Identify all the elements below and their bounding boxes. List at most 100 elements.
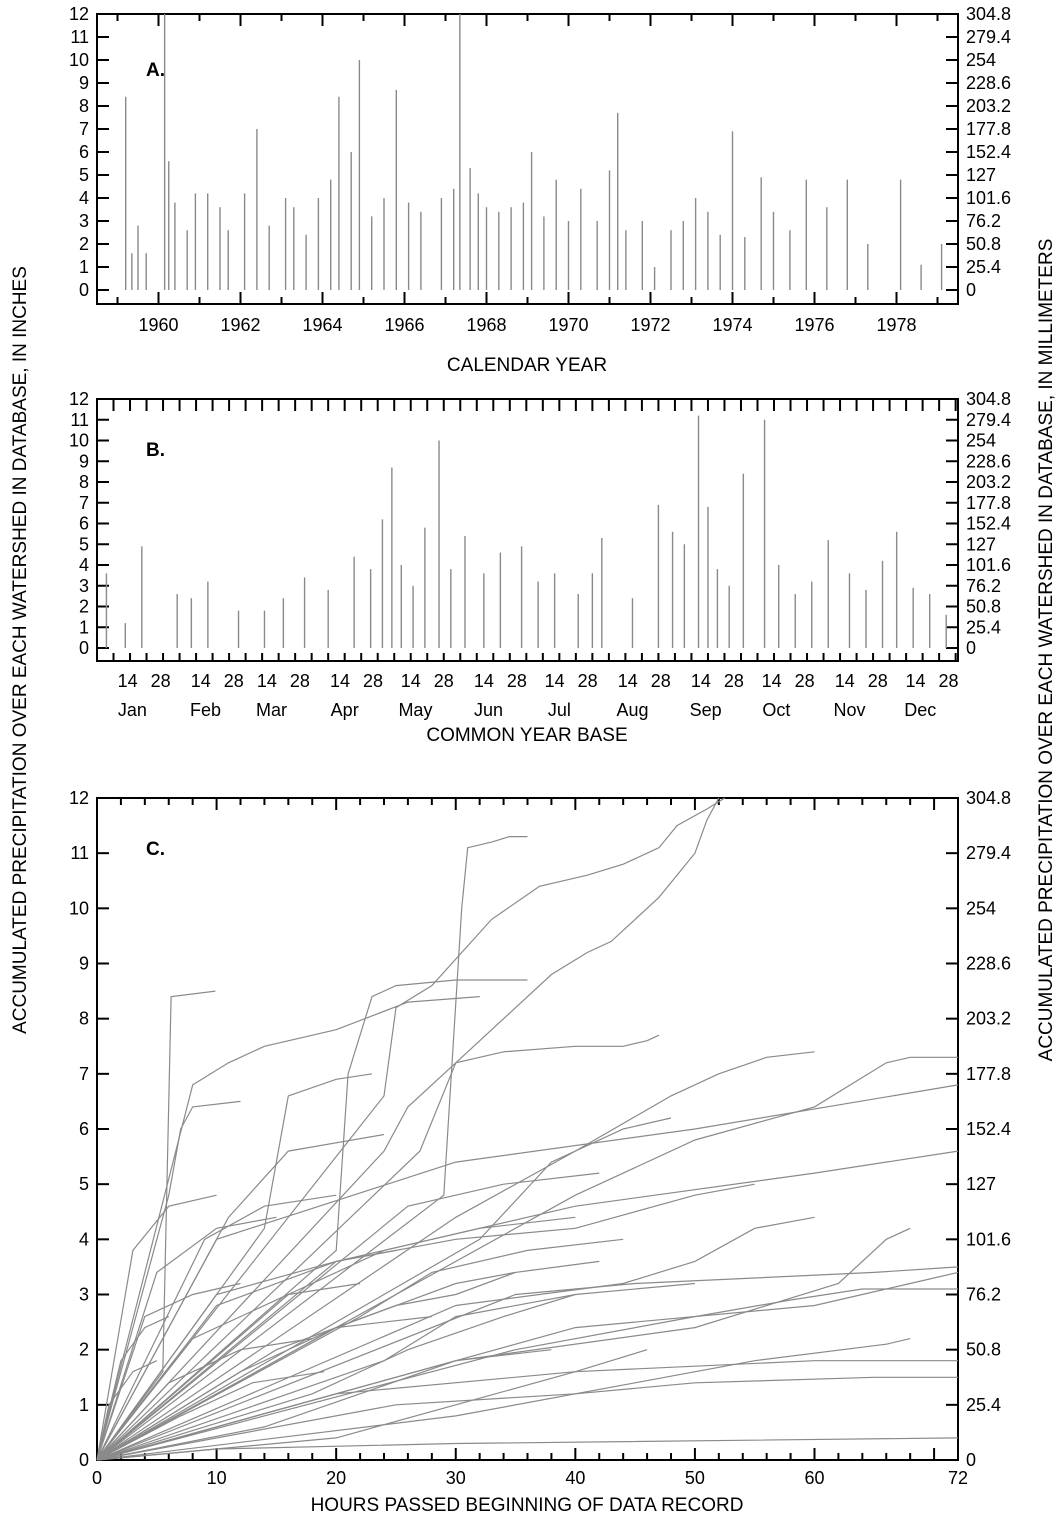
panel-c-series-line (96, 1349, 552, 1461)
panel-b-xtick-label: 28 (290, 671, 310, 691)
panel-c-series-line (96, 1371, 325, 1461)
panel-b-y2tick-label: 304.8 (966, 389, 1011, 409)
panel-c-xtick-label: 0 (92, 1468, 102, 1488)
panel-a-xtick-label: 1960 (138, 315, 178, 335)
panel-c-y2tick-label: 228.6 (966, 954, 1011, 974)
panel-b-xtick-label: 14 (762, 671, 782, 691)
panel-c-ytick-label: 6 (79, 1119, 89, 1139)
panel-b-ytick-label: 3 (79, 576, 89, 596)
panel-c-y2tick-label: 152.4 (966, 1119, 1011, 1139)
panel-c-ytick-label: 9 (79, 954, 89, 974)
panel-c-xlabel: HOURS PASSED BEGINNING OF DATA RECORD (311, 1495, 744, 1516)
panel-c-series-line (96, 1249, 397, 1461)
panel-b-ytick-label: 6 (79, 514, 89, 534)
panel-b-xtick-label: 28 (434, 671, 454, 691)
panel-b-y2tick-label: 254 (966, 431, 996, 451)
panel-a-ytick-label: 1 (79, 257, 89, 277)
panel-c-series-line (96, 1288, 958, 1461)
panel-c-series-line (96, 1216, 815, 1461)
panel-b-xlabel: COMMON YEAR BASE (426, 725, 627, 746)
panel-c-y2tick-label: 127 (966, 1174, 996, 1194)
panel-a-xtick-label: 1970 (548, 315, 588, 335)
panel-b-xtick-label: 14 (835, 671, 855, 691)
panel-b-y2tick-label: 25.4 (966, 617, 1001, 637)
panel-b-ytick-label: 5 (79, 534, 89, 554)
panel-a-ytick-label: 12 (69, 4, 89, 24)
panel-b-frame (96, 398, 959, 662)
panel-b-month-label: Apr (331, 700, 359, 720)
panel-c-ytick-label: 0 (79, 1450, 89, 1470)
panel-c-xtick-label: 10 (207, 1468, 227, 1488)
panel-b-ytick-label: 11 (70, 410, 89, 430)
panel-c-series-line (96, 1117, 672, 1461)
panel-a-ytick-label: 3 (79, 211, 89, 231)
panel-b-y2tick-label: 127 (966, 534, 996, 554)
panel-a-y2tick-label: 152.4 (966, 142, 1011, 162)
panel-c-y2tick-label: 279.4 (966, 843, 1011, 863)
panel-c-xtick-label: 20 (326, 1468, 346, 1488)
panel-a-ytick-label: 8 (79, 96, 89, 116)
panel-c-series-line (96, 836, 528, 1461)
panel-b-ytick-label: 4 (79, 555, 89, 575)
panel-c-series-line (96, 996, 480, 1461)
panel-c-ytick-label: 10 (69, 898, 89, 918)
panel-b-xtick-label: 28 (151, 671, 171, 691)
panel-a: A. CALENDAR YEAR 0 0 1 25.4 2 50.8 3 76.2 4 101.6… (69, 4, 1011, 376)
panel-c-series-line (96, 1271, 959, 1461)
panel-c-y2tick-label: 304.8 (966, 788, 1011, 808)
panel-c-series-line (96, 1360, 158, 1461)
panel-c-series-line (96, 1051, 815, 1461)
panel-c-series-line (96, 1360, 958, 1461)
panel-b-xtick-label: 28 (868, 671, 888, 691)
panel-a-y2tick-label: 228.6 (966, 73, 1011, 93)
panel-b-month-label: Aug (616, 700, 648, 720)
right-axis-label: ACCUMULATED PRECIPITATION OVER EACH WATE… (1036, 239, 1057, 1062)
panel-b-month-label: Sep (690, 700, 722, 720)
panel-c-xtick-label: 50 (685, 1468, 705, 1488)
panel-c-series-line (96, 1100, 241, 1461)
panel-b-month-label: May (398, 700, 432, 720)
panel-b-month-label: Oct (762, 700, 790, 720)
panel-b-ytick-label: 2 (79, 597, 89, 617)
panel-b-xtick-label: 28 (939, 671, 959, 691)
panel-c-ytick-label: 7 (79, 1064, 89, 1084)
panel-c-series-line (96, 1172, 600, 1461)
panel-b-y2tick-label: 0 (966, 638, 976, 658)
panel-c-series-line (96, 979, 528, 1461)
panel-c-series-line (96, 1260, 600, 1461)
panel-b-xtick-label: 14 (257, 671, 277, 691)
panel-b-month-label: Nov (833, 700, 865, 720)
panel-b-ytick-label: 7 (79, 493, 89, 513)
panel-c-ytick-label: 2 (79, 1340, 89, 1360)
panel-b-ytick-label: 9 (79, 451, 89, 471)
panel-b-y2tick-label: 203.2 (966, 472, 1011, 492)
panel-a-ytick-label: 11 (70, 27, 89, 47)
panel-b-y2tick-label: 177.8 (966, 493, 1011, 513)
panel-c-series-line (96, 1133, 385, 1461)
panel-b-xtick-label: 28 (224, 671, 244, 691)
panel-c-series-line (96, 1227, 911, 1461)
panel-b-month-label: Jul (548, 700, 571, 720)
panel-c-series-line (96, 1376, 958, 1461)
panel-a-xtick-label: 1964 (302, 315, 342, 335)
panel-b-xtick-label: 14 (401, 671, 421, 691)
panel-a-y2tick-label: 76.2 (966, 211, 1001, 231)
panel-a-y2tick-label: 304.8 (966, 4, 1011, 24)
panel-b-y2tick-label: 152.4 (966, 514, 1011, 534)
panel-b-xtick-label: 28 (578, 671, 598, 691)
panel-c-series-line (96, 1150, 959, 1461)
panel-c-series-line (96, 1282, 361, 1461)
panel-c-series-line (96, 1266, 959, 1461)
panel-b-month-label: Dec (904, 700, 936, 720)
panel-a-y2tick-label: 127 (966, 165, 996, 185)
panel-c-y2tick-label: 76.2 (966, 1285, 1001, 1305)
panel-c-y2tick-label: 203.2 (966, 1009, 1011, 1029)
panel-c-series-line (96, 1216, 277, 1461)
panel-c-series-line (96, 797, 726, 1461)
panel-c-y2tick-label: 0 (966, 1450, 976, 1470)
panel-b-ytick-label: 8 (79, 472, 89, 492)
panel-a-xtick-label: 1972 (630, 315, 670, 335)
panel-a-xtick-label: 1966 (384, 315, 424, 335)
panel-c-y2tick-label: 101.6 (966, 1229, 1011, 1249)
